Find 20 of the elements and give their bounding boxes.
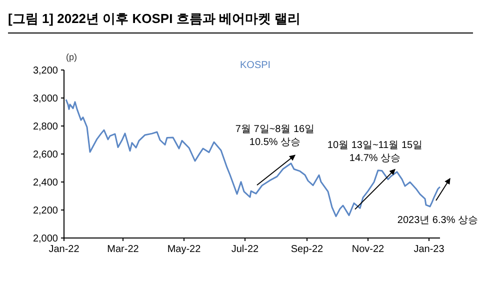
- y-tick-label: 2,600: [32, 150, 58, 160]
- annotation: 7월 7일~8월 16일 10.5% 상승: [235, 124, 315, 148]
- x-tick-label: Jan-23: [414, 244, 445, 255]
- text: KOSPI: [240, 60, 271, 71]
- y-axis-title: (p): [66, 52, 77, 62]
- x-tick-label: May-22: [167, 244, 202, 255]
- x-tick-label: Nov-22: [352, 244, 385, 255]
- annotation: 2023년 6.3% 상승: [397, 215, 478, 226]
- y-tick-label: 2,800: [32, 122, 58, 132]
- y-tick-label: 2,400: [32, 178, 58, 188]
- chart-title: [그림 1] 2022년 이후 KOSPI 흐름과 베어마켓 랠리: [8, 11, 301, 26]
- y-tick-label: 3,000: [32, 94, 58, 104]
- y-tick-label: 3,200: [32, 66, 58, 76]
- x-tick-label: Sep-22: [290, 244, 324, 255]
- annotation: 10월 13일~11월 15일 14.7% 상승: [327, 140, 423, 164]
- y-tick-label: 2,200: [32, 206, 58, 216]
- y-tick-label: 2,000: [32, 234, 58, 244]
- x-tick-label: Jan-22: [48, 244, 80, 255]
- x-tick-label: Jul-22: [231, 244, 260, 255]
- x-tick-label: Mar-22: [107, 244, 140, 255]
